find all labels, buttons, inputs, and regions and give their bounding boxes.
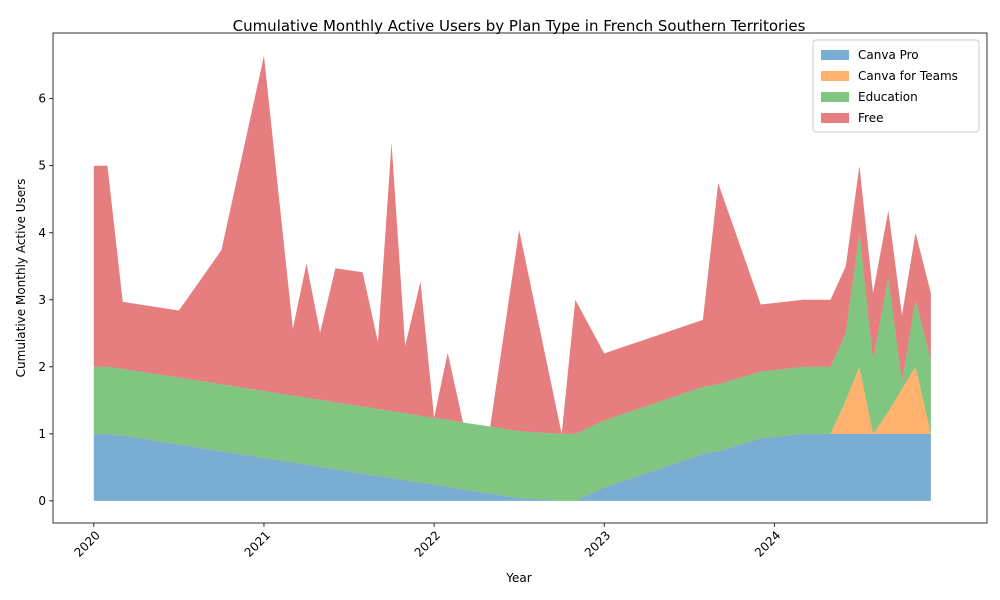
x-tick-label: 2020 bbox=[71, 528, 102, 559]
chart-title: Cumulative Monthly Active Users by Plan … bbox=[233, 17, 806, 35]
y-tick-label: 3 bbox=[38, 293, 46, 307]
legend-swatch bbox=[821, 71, 849, 81]
legend-swatch bbox=[821, 92, 849, 102]
area-education bbox=[93, 232, 931, 501]
y-tick-label: 1 bbox=[38, 427, 46, 441]
legend-entry: Canva Pro bbox=[858, 48, 919, 62]
legend-swatch bbox=[821, 50, 849, 60]
area-series-group bbox=[93, 55, 931, 501]
area-free bbox=[93, 55, 931, 434]
x-axis-label: Year bbox=[505, 571, 531, 585]
x-tick-label: 2022 bbox=[412, 528, 443, 559]
y-tick-label: 0 bbox=[38, 494, 46, 508]
plot-frame bbox=[52, 32, 988, 524]
y-tick-label: 5 bbox=[38, 159, 46, 173]
legend-swatch bbox=[821, 113, 849, 123]
x-tick-label: 2024 bbox=[752, 528, 783, 559]
y-tick-label: 6 bbox=[38, 92, 46, 106]
legend-entry: Free bbox=[858, 111, 883, 125]
area-canva-pro bbox=[93, 433, 931, 501]
y-tick-label: 4 bbox=[38, 226, 46, 240]
legend-box bbox=[812, 39, 980, 133]
legend-entry: Canva for Teams bbox=[858, 69, 958, 83]
y-axis-label: Cumulative Monthly Active Users bbox=[14, 179, 28, 378]
y-tick-label: 2 bbox=[38, 360, 46, 374]
legend-entry: Education bbox=[858, 90, 918, 104]
x-tick-label: 2021 bbox=[242, 528, 273, 559]
legend: Canva Pro Canva for Teams Education Free bbox=[812, 39, 980, 133]
x-axis-ticks: 2020 2021 2022 2023 2024 bbox=[71, 523, 783, 560]
x-tick-label: 2023 bbox=[582, 528, 613, 559]
y-axis-ticks: 0 1 2 3 4 5 6 bbox=[38, 92, 53, 508]
